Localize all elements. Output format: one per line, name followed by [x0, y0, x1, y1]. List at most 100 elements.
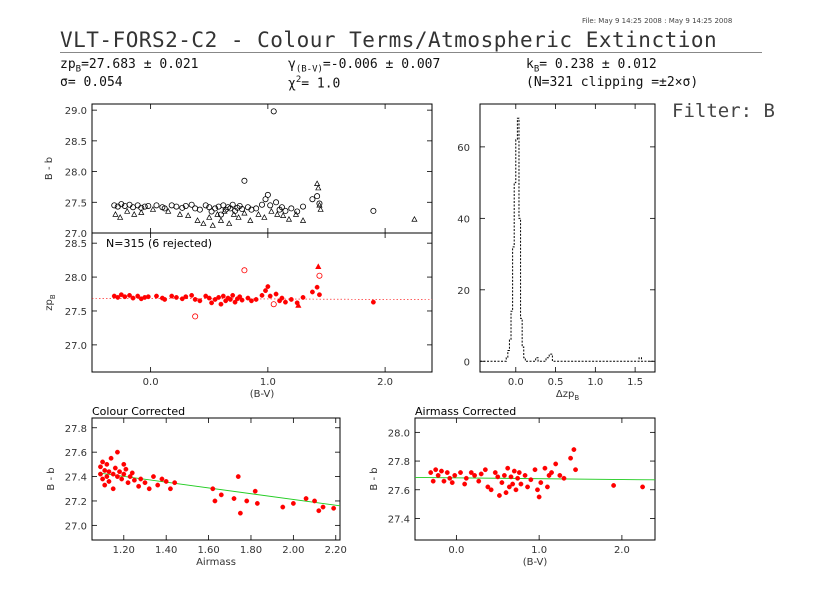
data-point — [254, 500, 260, 506]
data-point — [118, 201, 125, 208]
data-point — [237, 510, 243, 516]
data-point — [513, 487, 519, 493]
data-point — [433, 467, 439, 473]
data-point — [154, 293, 159, 299]
data-point — [230, 211, 237, 217]
data-point — [288, 297, 294, 302]
data-point — [511, 468, 517, 474]
data-point — [430, 478, 436, 484]
data-point — [485, 484, 491, 490]
chart-frame-airmass-corrected — [414, 417, 656, 541]
data-point — [370, 207, 377, 214]
data-point — [163, 479, 169, 484]
y-tick-label: 0 — [464, 357, 470, 368]
annotation-n-rejected: N=315 (6 rejected) — [106, 237, 212, 250]
y-tick-label: 27.4 — [65, 473, 87, 484]
data-point — [121, 461, 127, 467]
data-point — [174, 295, 179, 300]
data-point — [279, 295, 285, 301]
data-point — [441, 478, 447, 484]
data-point — [253, 297, 259, 302]
data-point — [310, 289, 315, 295]
page-title: VLT-FORS2-C2 - Colour Terms/Atmospheric … — [60, 28, 718, 52]
data-point — [235, 474, 241, 479]
data-point — [300, 203, 307, 210]
data-point — [110, 471, 116, 477]
data-point — [501, 473, 507, 478]
data-point — [280, 212, 287, 218]
x-axis-label-airmass-corrected: (B-V) — [523, 557, 548, 568]
data-point — [216, 295, 222, 300]
data-point — [428, 470, 434, 475]
data-point — [538, 480, 544, 485]
data-point — [320, 504, 326, 510]
data-point — [255, 211, 262, 217]
data-point — [196, 206, 203, 213]
data-point — [127, 474, 133, 479]
data-point — [127, 292, 132, 298]
data-point — [111, 202, 118, 209]
data-point — [118, 292, 124, 298]
data-point — [203, 293, 209, 299]
data-point — [462, 481, 468, 487]
data-point — [244, 498, 250, 504]
data-point — [476, 478, 482, 484]
x-tick-label: 1.0 — [531, 545, 547, 556]
data-point — [542, 465, 548, 471]
stat-sigma: σ= 0.054 — [60, 75, 123, 90]
x-tick-label: 0.0 — [448, 545, 464, 556]
data-point — [226, 220, 233, 226]
data-point — [435, 473, 441, 478]
data-point — [173, 203, 180, 210]
data-point — [123, 466, 129, 472]
data-point — [185, 212, 192, 218]
data-point — [206, 214, 213, 220]
data-point — [231, 496, 237, 501]
data-point — [142, 480, 148, 486]
data-point — [235, 214, 242, 220]
data-point — [208, 208, 215, 215]
data-point — [237, 294, 243, 300]
data-point — [299, 217, 307, 223]
data-point — [121, 471, 127, 477]
data-point — [176, 211, 184, 217]
y-tick-label: 27.8 — [65, 424, 87, 435]
data-point — [259, 292, 265, 298]
x-tick-label: 2.0 — [377, 377, 393, 388]
data-point — [472, 473, 477, 478]
data-point — [149, 206, 157, 212]
data-point — [273, 291, 279, 297]
data-point — [98, 464, 103, 470]
y-axis-label-top: B - b — [44, 157, 55, 180]
title-divider — [60, 52, 762, 53]
data-point — [303, 496, 309, 501]
data-point — [212, 297, 218, 302]
data-point — [131, 211, 138, 217]
data-point — [316, 201, 323, 208]
data-point — [112, 211, 119, 217]
y-axis-label-mid: zpB — [44, 294, 57, 311]
data-point — [532, 467, 538, 473]
data-point — [411, 215, 418, 222]
data-point — [503, 490, 509, 496]
data-point — [241, 209, 248, 216]
data-point — [102, 482, 108, 488]
file-timestamp: File: May 9 14:25 2008 : May 9 14:25 200… — [582, 17, 733, 25]
data-point — [571, 447, 577, 452]
data-point — [210, 486, 216, 492]
data-point — [314, 193, 321, 200]
data-point — [525, 484, 530, 490]
x-tick-label: 1.60 — [197, 545, 219, 556]
data-point — [115, 474, 120, 479]
chart-frame-mid — [91, 232, 433, 373]
y-tick-label: 27.0 — [65, 341, 87, 352]
data-point — [217, 217, 225, 223]
data-point — [115, 295, 121, 300]
y-tick-label: 20 — [457, 286, 470, 297]
data-point — [280, 504, 286, 510]
data-point — [129, 470, 135, 476]
y-tick-label: 27.6 — [65, 448, 87, 459]
data-point — [221, 207, 228, 214]
data-point — [273, 199, 280, 206]
data-point — [536, 494, 542, 500]
